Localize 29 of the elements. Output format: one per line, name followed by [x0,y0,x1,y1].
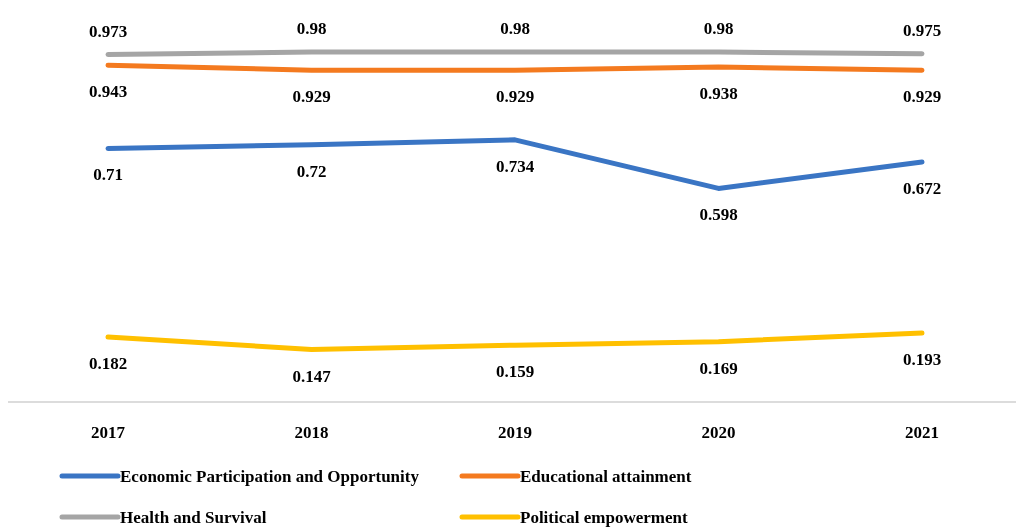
x-tick-label: 2020 [701,423,736,442]
data-label: 0.973 [88,21,128,41]
x-tick-label: 2019 [498,423,532,442]
data-label: 0.182 [88,354,128,373]
data-label: 0.734 [495,156,535,176]
data-label: 0.71 [93,165,123,185]
legend-label: Educational attainment [520,467,692,486]
data-label: 0.98 [296,19,327,38]
data-label: 0.929 [902,87,942,107]
data-label: 0.193 [902,350,942,370]
legend-label: Health and Survival [120,508,267,527]
data-label: 0.975 [902,20,942,40]
data-label: 0.929 [292,87,331,107]
data-label: 0.943 [88,82,128,102]
data-label: 0.169 [699,358,738,378]
x-tick-label: 2017 [91,423,126,442]
data-label: 0.159 [495,362,535,382]
data-label: 0.929 [495,87,535,107]
data-label: 0.98 [703,19,734,38]
legend-label: Economic Participation and Opportunity [120,467,420,486]
legend-label: Political empowerment [520,508,688,527]
data-label: 0.72 [296,161,327,181]
data-label: 0.938 [699,84,738,103]
x-tick-label: 2018 [294,423,329,442]
data-label: 0.672 [902,179,942,198]
x-tick-label: 2021 [905,423,939,442]
data-label: 0.98 [500,19,530,38]
data-label: 0.147 [292,366,332,386]
data-label: 0.598 [699,205,738,225]
